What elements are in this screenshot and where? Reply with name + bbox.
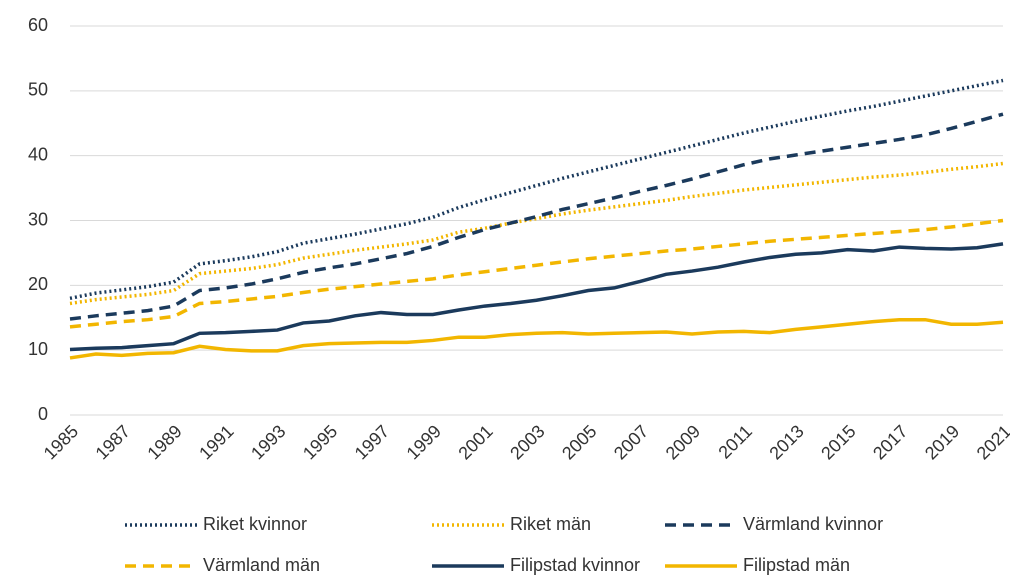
y-tick-label: 40	[28, 144, 48, 164]
legend-label: Riket kvinnor	[203, 514, 307, 534]
series-line	[69, 317, 1004, 360]
legend-label: Filipstad män	[743, 555, 850, 575]
legend-label: Filipstad kvinnor	[510, 555, 640, 575]
x-tick-label: 2017	[869, 421, 911, 463]
series-line	[69, 218, 1004, 329]
x-tick-label: 2011	[715, 421, 757, 463]
legend-label: Värmland kvinnor	[743, 514, 883, 534]
series-line	[69, 112, 1004, 321]
x-tick-label: 1999	[403, 421, 445, 463]
x-tick-label: 2009	[662, 421, 704, 463]
x-tick-label: 2007	[610, 421, 652, 463]
series-line	[69, 242, 1004, 352]
x-tick-label: 2015	[817, 421, 859, 463]
x-tick-label: 1985	[40, 421, 82, 463]
legend-label: Riket män	[510, 514, 591, 534]
y-tick-label: 0	[38, 404, 48, 424]
y-tick-label: 60	[28, 15, 48, 35]
y-tick-label: 10	[28, 339, 48, 359]
y-tick-label: 50	[28, 80, 48, 100]
x-tick-label: 2013	[765, 421, 807, 463]
x-tick-label: 1991	[195, 421, 237, 463]
x-tick-label: 2019	[921, 421, 963, 463]
y-tick-label: 30	[28, 209, 48, 229]
x-tick-label: 1995	[299, 421, 341, 463]
x-tick-label: 2005	[558, 421, 600, 463]
x-tick-label: 2003	[506, 421, 548, 463]
x-tick-label: 2021	[973, 421, 1010, 463]
x-tick-label: 1997	[351, 421, 393, 463]
legend-label: Värmland män	[203, 555, 320, 575]
x-tick-label: 2001	[454, 421, 496, 463]
x-tick-label: 1993	[247, 421, 289, 463]
series-line	[69, 161, 1004, 306]
x-tick-label: 1987	[92, 421, 134, 463]
y-tick-label: 20	[28, 274, 48, 294]
x-tick-label: 1989	[143, 421, 185, 463]
